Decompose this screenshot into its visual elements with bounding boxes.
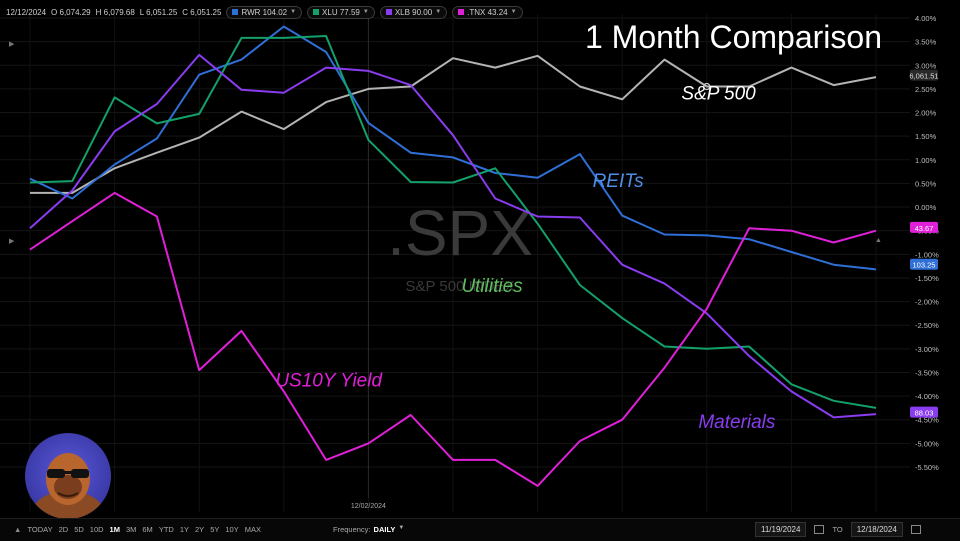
series-annotation: Materials <box>698 412 776 433</box>
quote-open: O 6,074.29 <box>51 7 91 17</box>
y-tick-label: 4.00% <box>915 14 937 23</box>
y-tick-label: -4.50% <box>915 416 939 425</box>
calendar-icon[interactable] <box>814 525 825 534</box>
y-tick-label: 3.50% <box>915 38 937 47</box>
y-tick-label: 3.00% <box>915 61 937 70</box>
last-value-label: 6,061.51 <box>909 72 938 81</box>
color-swatch <box>232 9 239 15</box>
color-swatch <box>385 9 392 15</box>
range-button-6m[interactable]: 6M <box>142 525 153 534</box>
y-tick-label: -1.00% <box>915 250 939 259</box>
to-date-field[interactable]: 12/18/2024 <box>850 522 903 537</box>
quote-high: H 6,079.68 <box>95 7 135 17</box>
y-tick-label: 2.00% <box>915 109 937 118</box>
frequency-value: DAILY <box>373 525 396 534</box>
color-swatch <box>313 9 320 15</box>
expand-left-icon[interactable]: ▶ <box>9 238 15 245</box>
chevron-down-icon: ▼ <box>435 9 442 15</box>
series-line-s-p-500 <box>30 54 877 194</box>
quote-low: L 6,051.25 <box>139 7 178 17</box>
chevron-down-icon: ▼ <box>290 9 297 15</box>
series-annotation: US10Y Yield <box>275 371 383 392</box>
gorilla-avatar-image <box>32 453 104 519</box>
quote-date: 12/12/2024 <box>6 7 47 17</box>
series-annotation: REITs <box>593 171 645 192</box>
expand-left-icon[interactable]: ▶ <box>9 41 15 48</box>
range-button-10d[interactable]: 10D <box>89 525 104 534</box>
last-value-badge <box>910 258 938 270</box>
to-label: TO <box>832 525 843 534</box>
y-tick-label: 0.50% <box>915 179 937 188</box>
series-line-utilities <box>29 35 877 409</box>
series-annotation: S&P 500 <box>681 83 756 104</box>
y-tick-label: 1.00% <box>915 156 937 165</box>
watermark-symbol: .SPX <box>387 197 533 269</box>
y-tick-label: -1.50% <box>915 274 939 283</box>
y-tick-label: 1.50% <box>915 132 937 141</box>
chevron-down-icon: ▼ <box>510 9 517 15</box>
range-button-3m[interactable]: 3M <box>125 525 137 534</box>
quote-close: C 6,051.25 <box>182 7 222 17</box>
y-tick-label: -2.00% <box>915 298 939 307</box>
chevron-down-icon: ▼ <box>398 525 405 531</box>
range-button-10y[interactable]: 10Y <box>225 525 239 534</box>
series-line-us10y-yield <box>29 191 877 487</box>
quote-header: 12/12/2024 O 6,074.29 H 6,079.68 L 6,051… <box>6 4 523 20</box>
range-button-max[interactable]: MAX <box>244 525 261 534</box>
series-point <box>703 82 711 91</box>
y-tick-label: -5.50% <box>915 463 939 472</box>
color-swatch <box>458 9 465 15</box>
frequency-label: Frequency: <box>333 525 371 534</box>
last-value-badge <box>910 406 938 418</box>
range-button-2y[interactable]: 2Y <box>195 525 205 534</box>
date-range: 11/19/2024 TO 12/18/2024 <box>755 522 921 537</box>
last-value-label: 103.25 <box>913 261 936 270</box>
y-tick-label: -2.50% <box>915 321 939 330</box>
bottom-toolbar: ▲ TODAY 2D 5D 10D 1M 3M 6M YTD 1Y 2Y 5Y 10Y MAX Freq… <box>0 518 960 541</box>
range-button-5d[interactable]: 5D <box>74 525 84 534</box>
frequency-selector[interactable]: Frequency: DAILY ▼ <box>333 525 404 534</box>
last-value-badge <box>910 69 938 81</box>
range-button-2d[interactable]: 2D <box>58 525 69 534</box>
symbol-chip-xlu[interactable]: XLU 77.59 ▼ <box>307 5 375 19</box>
range-button-today[interactable]: TODAY <box>27 525 53 534</box>
y-tick-label: -3.00% <box>915 345 939 354</box>
last-value-badge <box>910 221 938 233</box>
last-value-label: 88.03 <box>915 409 934 418</box>
gorilla-avatar-logo <box>25 433 111 519</box>
range-button-1y[interactable]: 1Y <box>179 525 189 534</box>
collapse-up-icon[interactable]: ▲ <box>875 237 882 244</box>
range-selector: ▲ TODAY 2D 5D 10D 1M 3M 6M YTD 1Y 2Y 5Y 10Y MAX <box>14 525 261 534</box>
symbol-chip-rwr[interactable]: RWR 104.02 ▼ <box>226 5 303 19</box>
chevron-down-icon: ▼ <box>362 9 369 15</box>
range-button-5y[interactable]: 5Y <box>210 525 220 534</box>
symbol-chip-tnx[interactable]: .TNX 43.24 ▼ <box>452 5 523 19</box>
series-annotation: Utilities <box>461 276 523 297</box>
chart-title: 1 Month Comparison <box>585 19 882 55</box>
series-line-materials <box>29 53 877 419</box>
last-value-label: 43.67 <box>915 224 934 233</box>
series-line-reits <box>29 25 877 271</box>
collapse-up-icon[interactable]: ▲ <box>14 525 22 534</box>
y-tick-label: -4.00% <box>915 392 939 401</box>
y-tick-label: 2.50% <box>915 85 937 94</box>
range-button-1m[interactable]: 1M <box>109 525 120 534</box>
y-tick-label: -5.00% <box>915 439 939 448</box>
symbol-chip-xlb[interactable]: XLB 90.00 ▼ <box>379 5 448 19</box>
range-button-ytd[interactable]: YTD <box>158 525 174 534</box>
x-marker-label: 12/02/2024 <box>351 503 386 510</box>
calendar-icon[interactable] <box>910 525 921 534</box>
y-tick-label: 0.00% <box>915 203 937 212</box>
from-date-field[interactable]: 11/19/2024 <box>755 522 807 537</box>
y-tick-label: -3.50% <box>915 368 939 377</box>
watermark-name: S&P 500 INDEX <box>406 278 515 295</box>
